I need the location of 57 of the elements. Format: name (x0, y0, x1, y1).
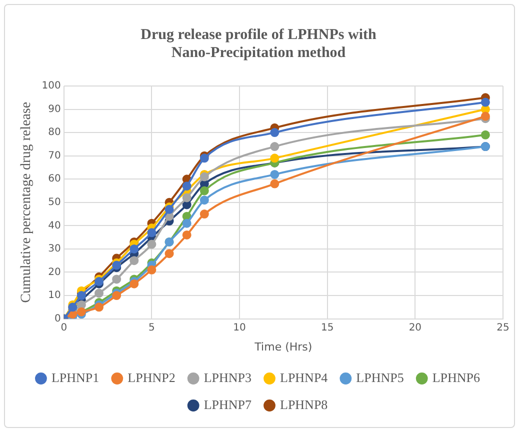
y-tick-label: 0 (54, 313, 61, 324)
point (94, 288, 104, 298)
point (76, 300, 86, 310)
legend-label: LPHNP6 (432, 370, 481, 385)
point (270, 154, 280, 163)
y-tick-label: 60 (48, 174, 61, 185)
point (182, 230, 192, 240)
point (270, 142, 280, 152)
point (200, 154, 209, 163)
x-tick-label: 10 (233, 322, 246, 334)
legend-label: LPHNP7 (204, 396, 252, 412)
point (480, 130, 490, 140)
y-tick-label: 10 (48, 290, 61, 302)
y-tick-label: 20 (48, 266, 61, 278)
point (112, 274, 122, 284)
point (112, 260, 122, 270)
point (200, 210, 209, 219)
y-tick-label: 80 (48, 127, 61, 138)
legend-label: LPHNP8 (280, 396, 328, 412)
y-axis-title: Cumulative percentage drug release (19, 102, 34, 303)
legend-label: LPHNP4 (280, 370, 328, 385)
point (200, 196, 209, 205)
point (270, 170, 280, 179)
legend-label: LPHNP3 (204, 370, 252, 385)
point (182, 182, 192, 191)
x-tick-label: 20 (408, 322, 422, 334)
y-tick-label: 70 (48, 150, 61, 162)
point (94, 302, 104, 312)
point (147, 265, 156, 274)
point (130, 244, 139, 254)
point (182, 193, 192, 202)
point (480, 98, 490, 107)
x-tick-label: 25 (496, 322, 510, 334)
point (76, 291, 86, 300)
legend-label: LPHNP2 (128, 370, 176, 385)
x-tick-label: 15 (320, 322, 334, 334)
point (112, 291, 122, 300)
y-tick-label: 100 (42, 80, 61, 92)
point (182, 218, 192, 228)
x-axis-title: Time (Hrs) (254, 340, 312, 354)
legend-label: LPHNP5 (356, 370, 404, 385)
chart-title: Drug release profile of LPHNPs with Nano-Precipitation method (140, 26, 377, 61)
point (130, 256, 139, 266)
point (200, 186, 209, 196)
point (480, 112, 490, 121)
y-tick-label: 50 (48, 196, 61, 208)
point (200, 172, 209, 182)
y-tick-label: 40 (48, 220, 61, 232)
y-tick-label: 30 (48, 244, 61, 255)
point (147, 240, 156, 249)
point (164, 249, 174, 258)
x-tick-label: 5 (148, 322, 155, 334)
legend-label: LPHNP1 (51, 370, 100, 385)
point (147, 228, 156, 238)
point (270, 128, 280, 138)
y-tick-label: 90 (48, 104, 61, 115)
point (270, 179, 280, 188)
